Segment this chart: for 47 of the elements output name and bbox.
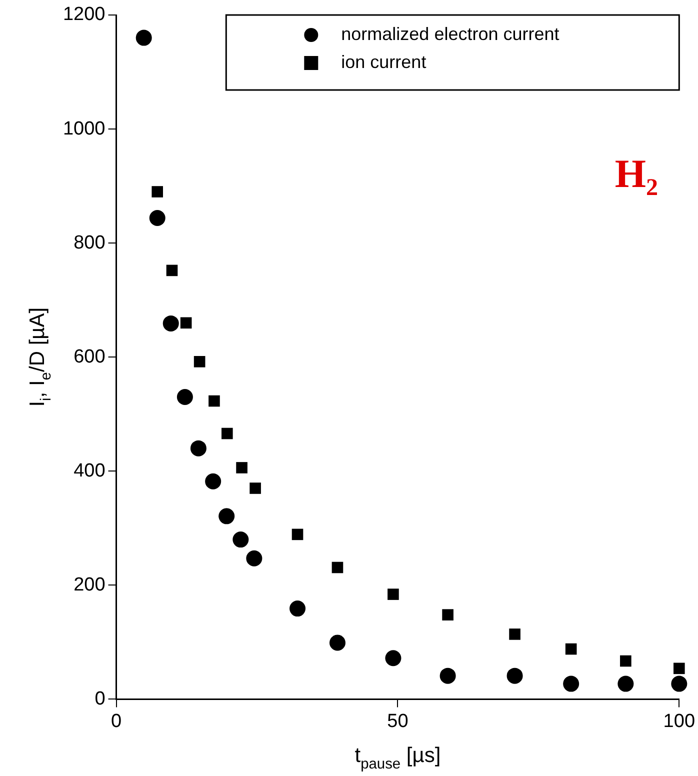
point <box>149 210 166 226</box>
point <box>388 588 399 600</box>
point <box>236 462 248 474</box>
point <box>442 609 454 620</box>
point <box>180 317 192 329</box>
point <box>332 562 344 574</box>
point <box>671 676 688 692</box>
y-tick-label: 0 <box>94 688 106 710</box>
point <box>162 315 179 332</box>
y-tick-label: 800 <box>74 232 106 254</box>
point <box>509 628 520 640</box>
x-tick-label: 0 <box>110 710 122 732</box>
point <box>620 655 632 667</box>
y-tick-label: 600 <box>74 346 106 368</box>
point <box>136 30 152 46</box>
point <box>218 508 235 524</box>
legend-label: ion current <box>341 52 426 72</box>
point <box>246 550 262 566</box>
point <box>506 668 523 684</box>
point <box>565 643 577 655</box>
point <box>208 395 220 407</box>
y-tick-label: 1000 <box>62 118 106 140</box>
y-tick-label: 200 <box>74 574 106 596</box>
point <box>190 440 206 456</box>
point <box>166 264 178 276</box>
point <box>618 676 634 692</box>
point <box>440 668 456 684</box>
point <box>385 650 402 666</box>
point <box>152 186 164 198</box>
x-tick-label: 50 <box>387 710 408 732</box>
y-tick-label: 1200 <box>62 4 106 26</box>
point <box>232 532 249 548</box>
annotation: H₂ <box>614 150 658 197</box>
point <box>292 528 304 540</box>
point <box>673 662 685 674</box>
point <box>176 389 193 406</box>
point <box>250 482 261 494</box>
point <box>290 600 306 617</box>
y-tick-label: 400 <box>74 460 106 482</box>
point <box>205 473 222 490</box>
y-axis-title: Ii, Ie/D [µA] <box>26 307 54 407</box>
point <box>329 634 346 651</box>
x-tick-label: 100 <box>663 710 695 732</box>
point <box>222 428 233 440</box>
point <box>563 676 580 692</box>
point <box>194 356 206 368</box>
legend-label: normalized electron current <box>341 24 560 44</box>
